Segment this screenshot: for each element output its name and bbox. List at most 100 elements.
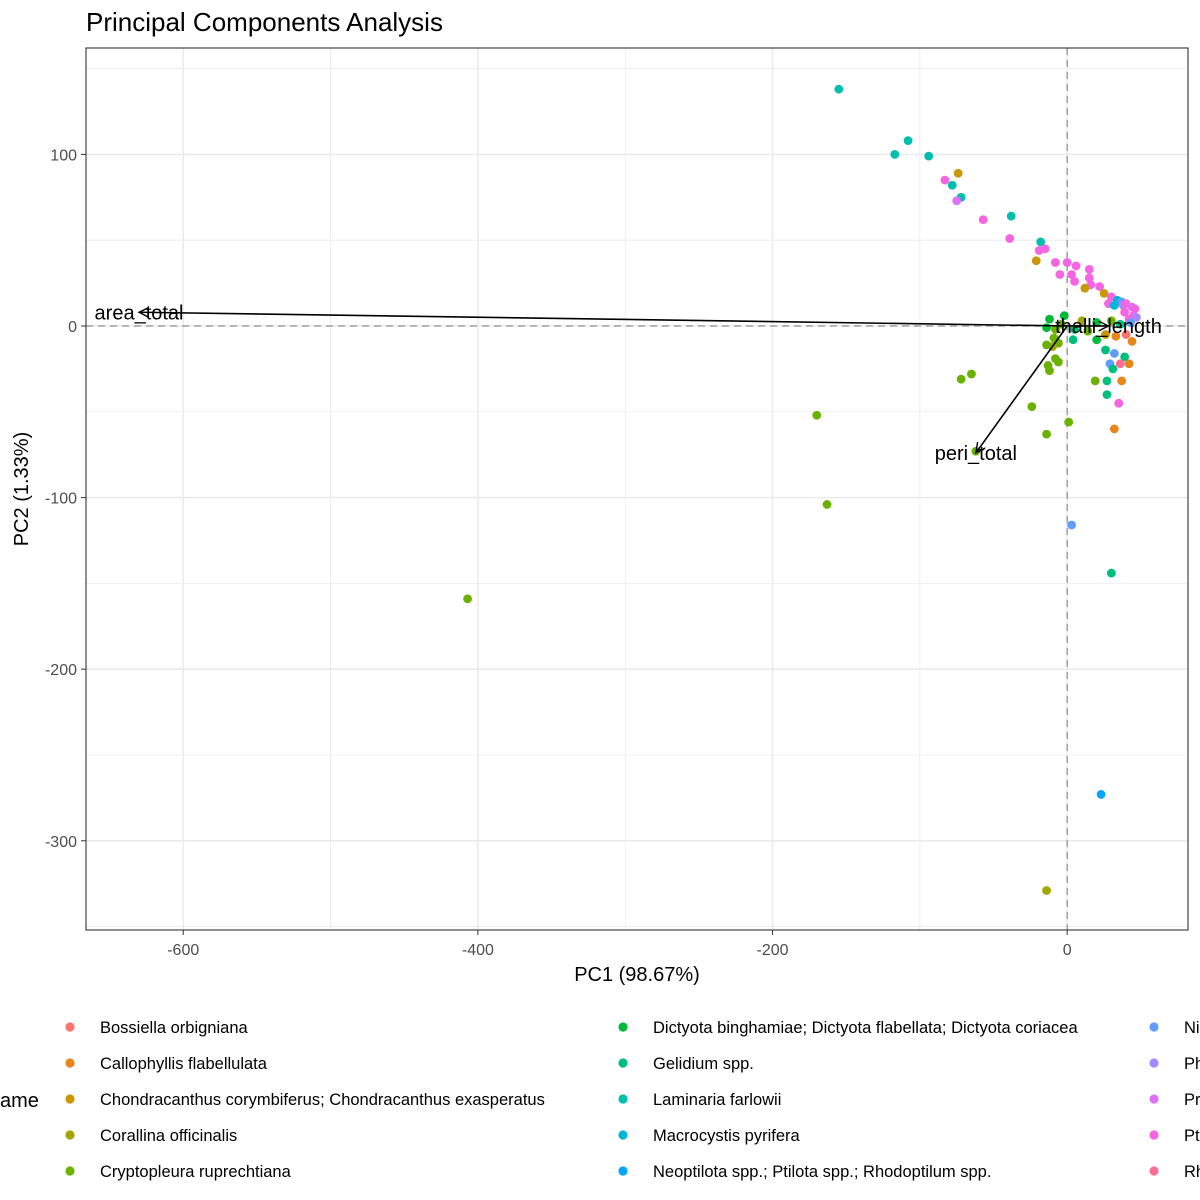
- data-point: [1036, 237, 1046, 247]
- data-point: [1109, 349, 1119, 358]
- y-tick-label: -200: [45, 662, 77, 679]
- y-axis-ticks: 100 0 -100 -200 -300: [45, 147, 86, 851]
- data-point: [924, 151, 934, 161]
- data-point: [1106, 568, 1116, 578]
- legend-label: Gelidium spp.: [653, 1055, 754, 1073]
- data-point: [1115, 359, 1125, 369]
- data-point: [463, 594, 472, 604]
- data-point: [890, 149, 900, 159]
- x-tick-label: -400: [462, 942, 494, 959]
- legend-label: Dictyota binghamiae; Dictyota flabellata…: [653, 1019, 1078, 1037]
- data-point: [1108, 364, 1118, 374]
- data-point: [1055, 270, 1065, 279]
- data-point: [952, 196, 962, 206]
- x-axis-title: PC1 (98.67%): [574, 964, 700, 986]
- x-tick-label: 0: [1063, 942, 1072, 959]
- legend-label: Rh: [1184, 1163, 1200, 1181]
- data-point: [1099, 288, 1109, 298]
- data-point: [1117, 376, 1127, 386]
- data-point: [978, 215, 988, 224]
- data-point: [1121, 330, 1131, 339]
- loading-label: peri_total: [935, 443, 1017, 465]
- data-point: [1042, 429, 1051, 439]
- legend-key: [1149, 1094, 1159, 1104]
- y-tick-label: -100: [45, 491, 77, 508]
- legend-key: [1149, 1166, 1159, 1176]
- data-point: [1045, 314, 1054, 324]
- grid-lines: [86, 48, 1188, 930]
- data-point: [1120, 352, 1130, 362]
- data-point: [1045, 366, 1054, 375]
- data-point: [1101, 345, 1110, 355]
- data-point: [956, 374, 966, 384]
- data-point: [1080, 283, 1090, 293]
- data-point: [1127, 337, 1137, 346]
- legend-key: [65, 1094, 75, 1104]
- plot-background: [86, 48, 1188, 930]
- data-point: [1031, 256, 1041, 266]
- data-point: [1005, 234, 1015, 243]
- data-point: [1109, 424, 1119, 434]
- loading-vectors: area_total peri_total thalli_length: [95, 302, 1162, 465]
- loading-label: thalli_length: [1055, 316, 1162, 338]
- data-point: [1126, 318, 1135, 327]
- data-point: [1062, 258, 1072, 267]
- data-point: [1053, 357, 1063, 367]
- legend-label: Corallina officinalis: [100, 1127, 237, 1145]
- legend-key: [65, 1166, 75, 1176]
- legend-key: [65, 1130, 75, 1140]
- legend-key: [1149, 1022, 1159, 1032]
- data-point: [1130, 304, 1140, 314]
- data-point: [812, 410, 822, 420]
- legend-label: Pt: [1184, 1127, 1200, 1145]
- data-point: [1077, 316, 1087, 326]
- data-point: [1042, 340, 1051, 350]
- legend-title: ame: [0, 1090, 39, 1112]
- legend-key: [1149, 1058, 1159, 1068]
- data-point: [1070, 276, 1079, 286]
- legend: Bossiella orbigniana Callophyllis flabell…: [65, 1019, 1200, 1181]
- data-point: [1042, 323, 1051, 333]
- legend-label: Cryptopleura ruprechtiana: [100, 1163, 292, 1181]
- x-tick-label: -200: [757, 942, 789, 959]
- x-axis-ticks: -600 -400 -200 0: [167, 930, 1072, 959]
- legend-key: [618, 1094, 628, 1104]
- data-point: [947, 180, 957, 190]
- loading-arrow: [139, 312, 1068, 327]
- legend-label: Macrocystis pyrifera: [653, 1127, 801, 1145]
- plot-border: [85, 47, 1189, 931]
- y-tick-label: -300: [45, 834, 77, 851]
- data-point: [1067, 520, 1077, 530]
- data-point: [1006, 211, 1016, 221]
- data-point: [1132, 313, 1141, 322]
- data-point: [1124, 359, 1134, 369]
- y-axis-title: PC2 (1.33%): [11, 432, 33, 547]
- data-point: [1051, 325, 1060, 334]
- data-point: [1040, 244, 1050, 254]
- data-point: [1042, 886, 1051, 895]
- legend-label: Ph: [1184, 1055, 1200, 1073]
- data-point: [1115, 319, 1125, 329]
- data-point: [1111, 331, 1121, 341]
- legend-key: [1149, 1130, 1159, 1140]
- y-tick-label: 0: [68, 319, 77, 336]
- data-point: [1114, 398, 1124, 408]
- chart-title: Principal Components Analysis: [86, 7, 443, 37]
- data-point: [1070, 325, 1079, 334]
- data-point: [1096, 790, 1106, 799]
- data-point: [822, 500, 832, 509]
- y-tick-label: 100: [50, 147, 77, 164]
- x-tick-label: -600: [167, 942, 199, 959]
- legend-key: [65, 1022, 75, 1032]
- data-point: [953, 168, 963, 178]
- legend-key: [618, 1130, 628, 1140]
- data-point: [1084, 264, 1094, 274]
- data-point: [940, 175, 950, 185]
- data-point: [1083, 326, 1093, 336]
- data-point: [1027, 402, 1037, 412]
- legend-key: [618, 1166, 628, 1176]
- reference-lines: [86, 48, 1188, 930]
- data-point: [1102, 390, 1112, 400]
- legend-label: Neoptilota spp.; Ptilota spp.; Rhodoptil…: [653, 1163, 991, 1181]
